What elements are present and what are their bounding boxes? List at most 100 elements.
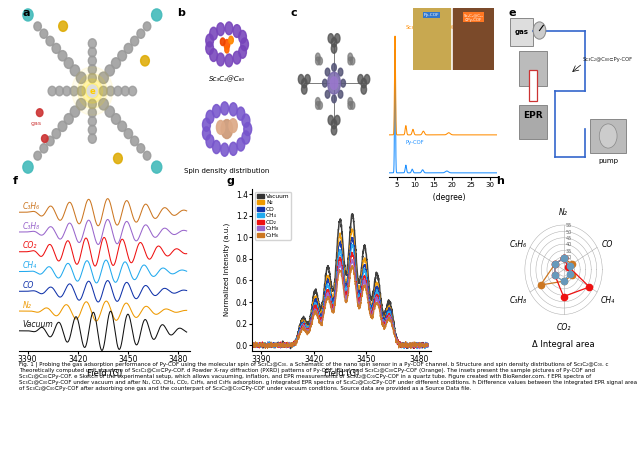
Text: C₃H₆: C₃H₆	[22, 202, 40, 211]
Circle shape	[316, 53, 320, 61]
Circle shape	[241, 38, 248, 51]
Text: CH₄: CH₄	[600, 296, 614, 305]
Text: h: h	[497, 175, 504, 185]
Circle shape	[316, 57, 320, 65]
Circle shape	[225, 46, 229, 53]
Text: e: e	[509, 8, 516, 18]
Text: C₃H₈: C₃H₈	[509, 296, 527, 305]
Circle shape	[305, 75, 310, 84]
Circle shape	[221, 102, 228, 115]
Circle shape	[229, 142, 237, 155]
Text: N₂: N₂	[22, 300, 31, 310]
Circle shape	[58, 121, 67, 131]
Circle shape	[316, 102, 320, 109]
Circle shape	[229, 103, 237, 116]
Text: 55: 55	[566, 224, 572, 229]
Circle shape	[533, 22, 546, 39]
Text: CO: CO	[602, 240, 613, 249]
Circle shape	[220, 38, 225, 45]
Circle shape	[40, 144, 48, 153]
Circle shape	[338, 90, 343, 98]
Circle shape	[76, 72, 86, 83]
Circle shape	[137, 144, 145, 153]
Legend: Vacuum, N₂, CO, CH₄, CO₂, C₃H₈, C₃H₆: Vacuum, N₂, CO, CH₄, CO₂, C₃H₈, C₃H₆	[255, 192, 291, 240]
Circle shape	[143, 22, 151, 31]
Circle shape	[206, 42, 214, 55]
Circle shape	[52, 44, 61, 54]
Circle shape	[40, 29, 48, 38]
Text: Sc₃C₂@C₈₀: Sc₃C₂@C₈₀	[209, 76, 245, 82]
Circle shape	[76, 98, 86, 110]
Text: Py-COF: Py-COF	[406, 140, 424, 145]
Circle shape	[82, 79, 102, 103]
Circle shape	[23, 9, 33, 21]
Text: CO₂: CO₂	[556, 323, 571, 332]
Circle shape	[212, 141, 220, 153]
Text: gas: gas	[515, 29, 529, 35]
Text: Spin density distribution: Spin density distribution	[184, 168, 269, 174]
Circle shape	[316, 98, 320, 105]
Circle shape	[318, 102, 323, 109]
Circle shape	[358, 75, 364, 84]
Text: N₂: N₂	[559, 207, 568, 217]
Circle shape	[206, 110, 214, 124]
Circle shape	[298, 75, 304, 84]
Circle shape	[328, 115, 333, 125]
Circle shape	[229, 119, 237, 132]
Circle shape	[206, 34, 214, 47]
Circle shape	[325, 90, 330, 98]
Circle shape	[124, 129, 132, 139]
Circle shape	[121, 86, 129, 96]
Circle shape	[348, 53, 353, 61]
Circle shape	[318, 57, 323, 65]
Circle shape	[87, 85, 97, 97]
Circle shape	[361, 78, 367, 88]
Circle shape	[361, 85, 367, 94]
Circle shape	[52, 129, 61, 139]
Text: 40: 40	[566, 242, 572, 247]
Text: Sc₃C₂@C₈₀⊂Py-COF: Sc₃C₂@C₈₀⊂Py-COF	[583, 57, 633, 62]
Circle shape	[88, 39, 97, 48]
Bar	[519, 105, 547, 139]
Circle shape	[225, 54, 233, 67]
Circle shape	[107, 86, 115, 96]
Circle shape	[338, 68, 343, 76]
Circle shape	[23, 161, 33, 173]
Text: CO₂: CO₂	[22, 241, 37, 251]
Circle shape	[237, 138, 244, 151]
Circle shape	[332, 120, 337, 129]
Circle shape	[323, 79, 327, 87]
Circle shape	[328, 72, 340, 94]
Circle shape	[152, 161, 162, 173]
Circle shape	[332, 38, 337, 47]
Circle shape	[332, 64, 337, 71]
Circle shape	[131, 36, 139, 46]
Circle shape	[34, 22, 42, 31]
Circle shape	[143, 151, 151, 160]
Circle shape	[242, 114, 250, 127]
Circle shape	[237, 107, 244, 120]
Text: 45: 45	[566, 236, 572, 241]
Circle shape	[206, 135, 214, 148]
Text: e: e	[90, 87, 95, 96]
Circle shape	[77, 86, 85, 96]
Circle shape	[224, 39, 230, 49]
Circle shape	[350, 102, 355, 109]
Circle shape	[328, 33, 333, 43]
Circle shape	[332, 44, 337, 53]
Circle shape	[210, 27, 218, 40]
Circle shape	[239, 45, 246, 58]
Circle shape	[131, 136, 139, 146]
Text: EPR: EPR	[524, 111, 543, 120]
Text: c: c	[290, 8, 297, 18]
Circle shape	[88, 125, 97, 135]
Circle shape	[225, 22, 233, 35]
Circle shape	[332, 125, 337, 135]
Circle shape	[330, 77, 338, 89]
Circle shape	[36, 109, 43, 116]
Circle shape	[70, 106, 79, 117]
Text: 30: 30	[566, 255, 572, 260]
Circle shape	[64, 58, 73, 68]
Circle shape	[350, 57, 355, 65]
Circle shape	[599, 124, 617, 148]
